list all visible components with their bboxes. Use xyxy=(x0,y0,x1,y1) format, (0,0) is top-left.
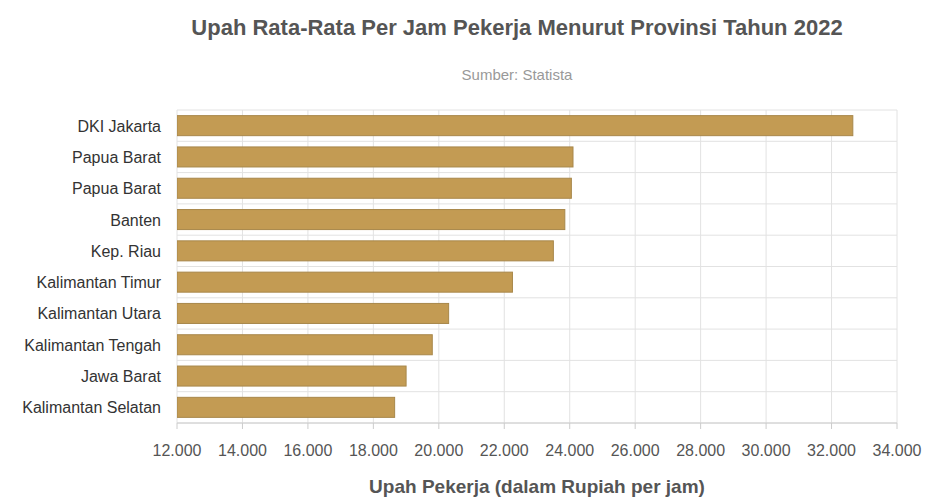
tick-label: 12.000 xyxy=(153,442,202,459)
category-label: Banten xyxy=(110,212,161,229)
tick-mark xyxy=(700,423,701,429)
subtitle: Sumber: Statista xyxy=(462,66,574,83)
chart-svg: Upah Rata-Rata Per Jam Pekerja Menurut P… xyxy=(0,0,930,504)
bar xyxy=(177,303,449,323)
x-axis-title: Upah Pekerja (dalam Rupiah per jam) xyxy=(369,476,705,497)
bar xyxy=(177,272,512,292)
category-label: Kep. Riau xyxy=(91,243,161,260)
grid-line xyxy=(635,110,636,423)
tick-label: 30.000 xyxy=(742,442,791,459)
tick-mark xyxy=(242,423,243,429)
grid xyxy=(177,110,897,423)
tick-label: 32.000 xyxy=(807,442,856,459)
category-label: Kalimantan Tengah xyxy=(24,337,161,354)
bar xyxy=(177,210,565,230)
tick-mark xyxy=(177,423,178,429)
category-label: DKI Jakarta xyxy=(77,118,161,135)
bars xyxy=(177,116,853,418)
row-line xyxy=(177,235,897,236)
tick-label: 16.000 xyxy=(283,442,332,459)
tick-label: 20.000 xyxy=(414,442,463,459)
category-label: Kalimantan Selatan xyxy=(22,399,161,416)
tick-mark xyxy=(766,423,767,429)
tick-label: 22.000 xyxy=(480,442,529,459)
chart-container: Upah Rata-Rata Per Jam Pekerja Menurut P… xyxy=(0,0,930,504)
tick-mark xyxy=(897,423,898,429)
category-label: Papua Barat xyxy=(72,149,162,166)
row-line xyxy=(177,141,897,142)
grid-line xyxy=(831,110,832,423)
tick-label: 28.000 xyxy=(676,442,725,459)
tick-mark xyxy=(373,423,374,429)
tick-label: 34.000 xyxy=(873,442,922,459)
grid-line xyxy=(700,110,701,423)
bar xyxy=(177,178,571,198)
row-line xyxy=(177,110,897,111)
tick-label: 24.000 xyxy=(545,442,594,459)
row-line xyxy=(177,360,897,361)
bar xyxy=(177,335,432,355)
category-label: Kalimantan Utara xyxy=(37,305,161,322)
tick-mark xyxy=(635,423,636,429)
bar xyxy=(177,366,406,386)
tick-mark xyxy=(438,423,439,429)
tick-mark xyxy=(504,423,505,429)
bar xyxy=(177,397,395,417)
tick-label: 26.000 xyxy=(611,442,660,459)
bar xyxy=(177,241,553,261)
category-label: Jawa Barat xyxy=(81,368,162,385)
category-label: Kalimantan Timur xyxy=(37,274,162,291)
tick-label: 18.000 xyxy=(349,442,398,459)
bar xyxy=(177,147,573,167)
row-line xyxy=(177,297,897,298)
row-line xyxy=(177,266,897,267)
title: Upah Rata-Rata Per Jam Pekerja Menurut P… xyxy=(191,15,842,40)
row-line xyxy=(177,391,897,392)
row-line xyxy=(177,172,897,173)
tick-mark xyxy=(307,423,308,429)
bar xyxy=(177,116,853,136)
row-line xyxy=(177,329,897,330)
grid-line xyxy=(897,110,898,423)
tick-mark xyxy=(569,423,570,429)
row-line xyxy=(177,203,897,204)
tick-mark xyxy=(831,423,832,429)
x-axis-line xyxy=(177,423,897,424)
category-label: Papua Barat xyxy=(72,180,162,197)
row-line xyxy=(177,423,897,424)
grid-line xyxy=(766,110,767,423)
tick-label: 14.000 xyxy=(218,442,267,459)
